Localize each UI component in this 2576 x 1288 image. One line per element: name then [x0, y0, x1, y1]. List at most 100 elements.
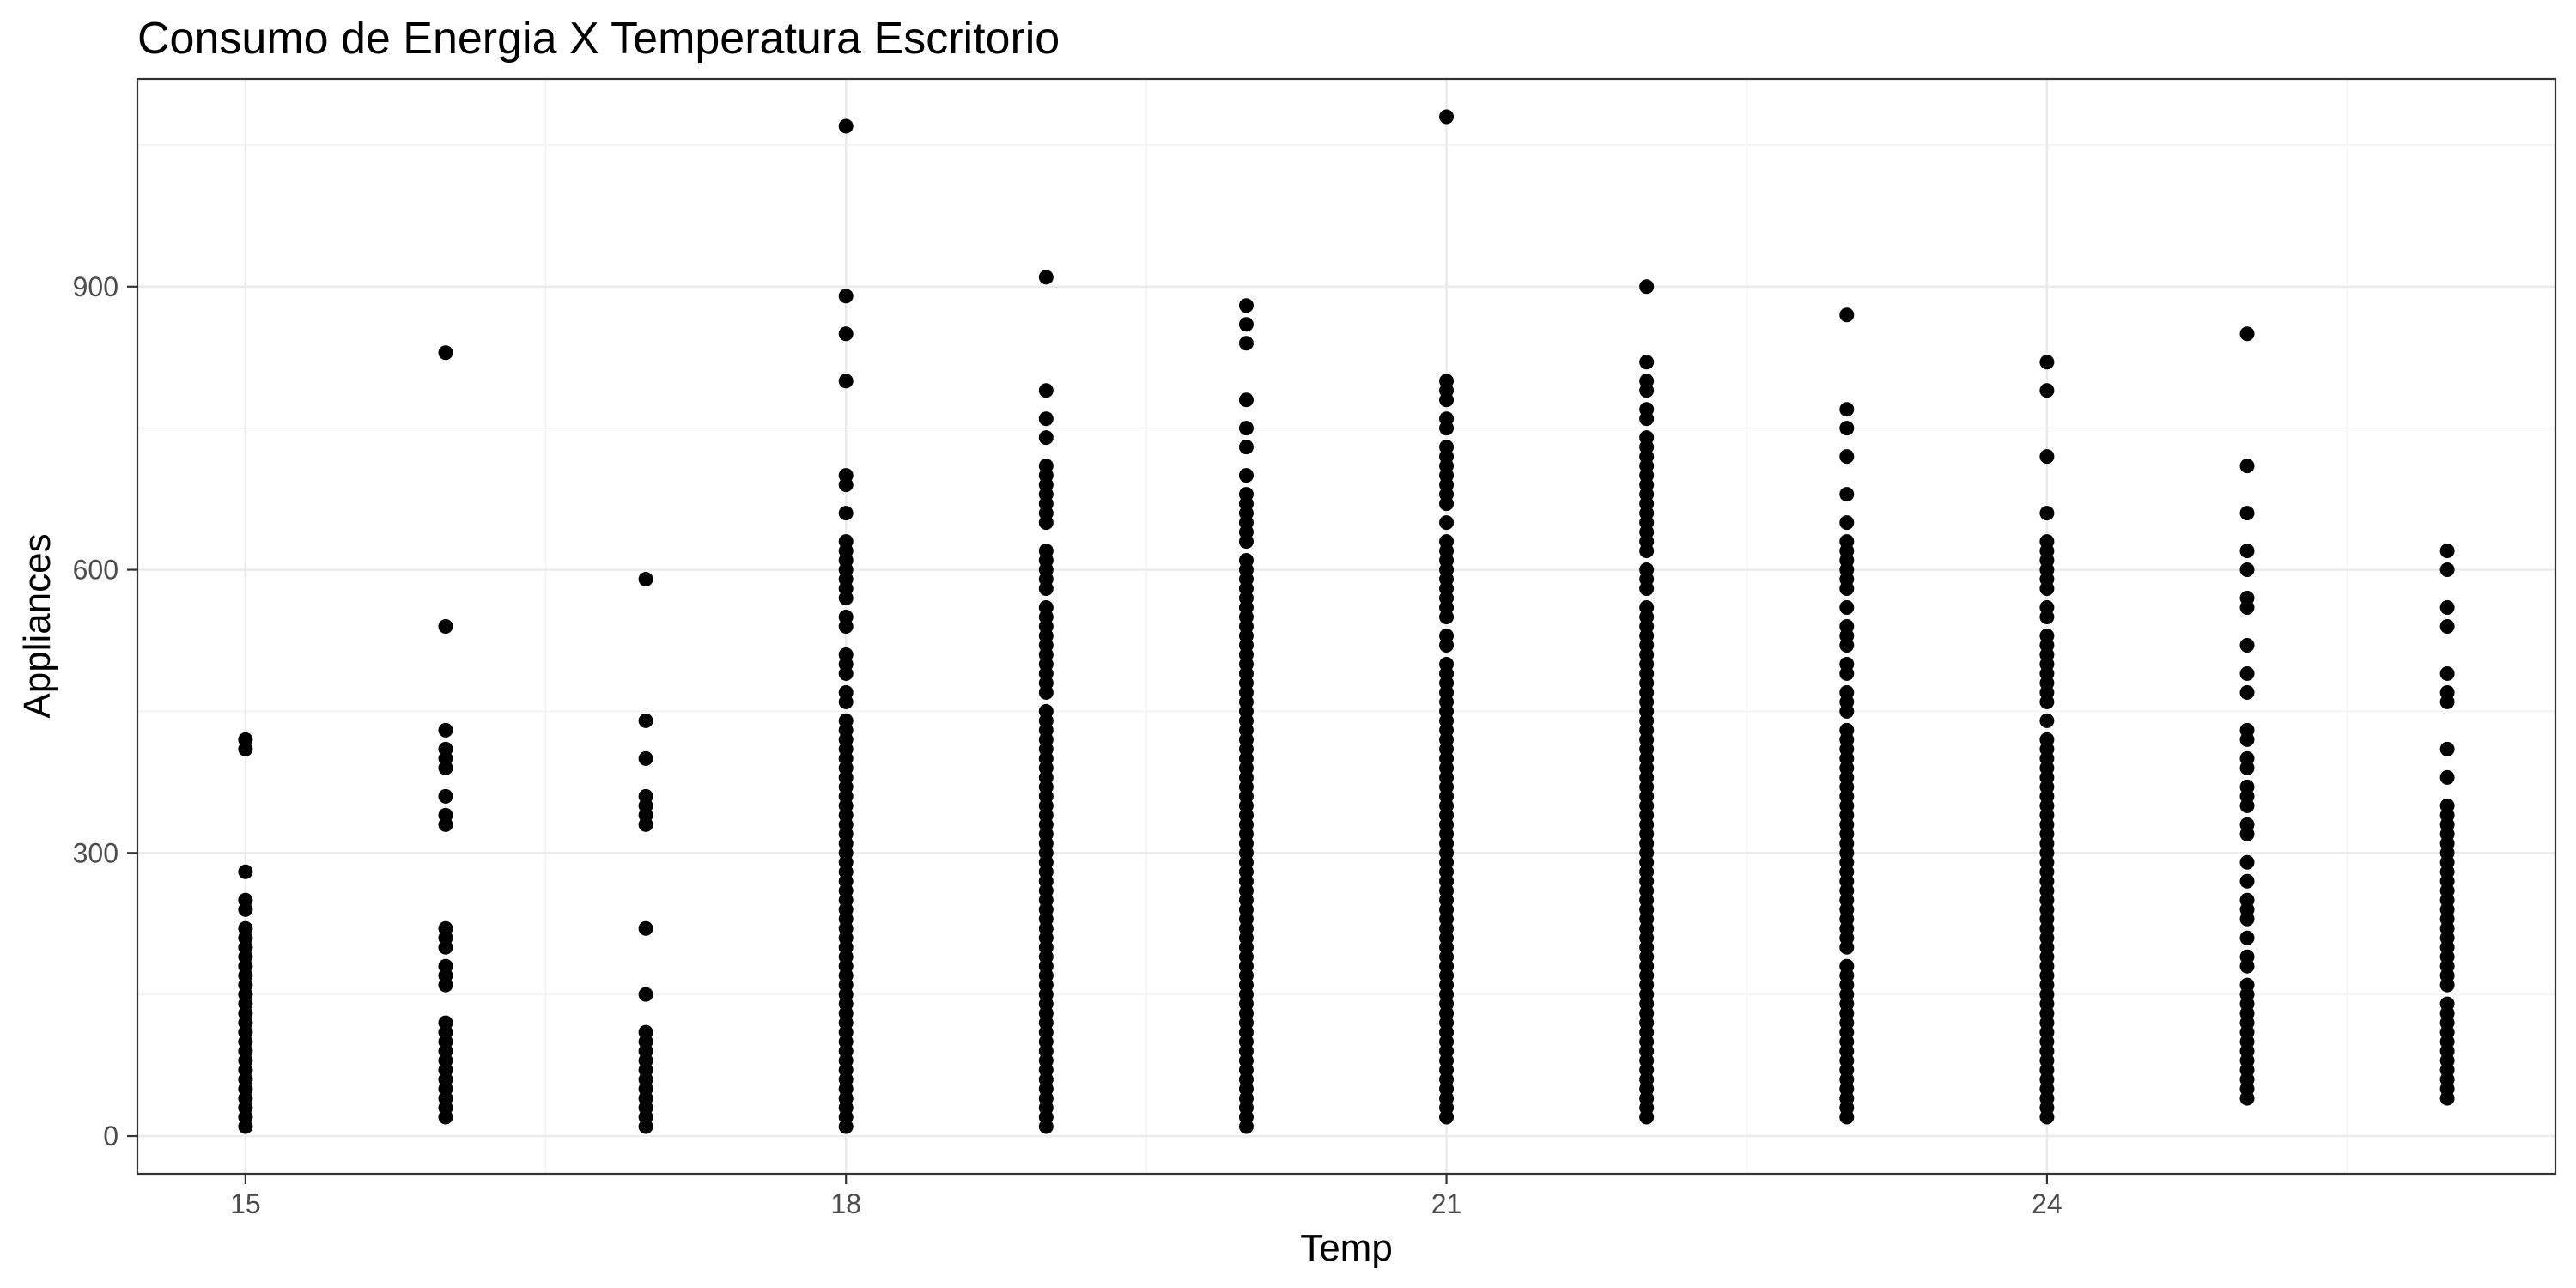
data-point — [2039, 449, 2055, 465]
data-point — [2239, 506, 2255, 521]
data-point — [1238, 1119, 1254, 1134]
data-point — [2239, 760, 2255, 775]
data-point — [2239, 459, 2255, 474]
data-point — [2239, 1091, 2255, 1106]
data-point — [2239, 326, 2255, 342]
data-point — [1839, 421, 1855, 436]
data-point — [438, 1109, 453, 1125]
data-point — [438, 977, 453, 993]
data-point — [838, 665, 854, 681]
data-point — [2039, 383, 2055, 398]
data-point — [838, 374, 854, 389]
data-point — [1238, 317, 1254, 332]
data-point — [2239, 930, 2255, 945]
y-tick-label: 0 — [103, 1121, 118, 1151]
data-point — [2239, 958, 2255, 974]
data-point — [2039, 355, 2055, 370]
data-point — [2439, 562, 2455, 578]
data-point — [2439, 741, 2455, 756]
plot-panel-border — [136, 77, 2557, 1176]
data-point — [2439, 619, 2455, 634]
data-point — [1439, 1109, 1455, 1125]
data-point — [838, 326, 854, 342]
data-point — [1238, 298, 1254, 313]
data-point — [638, 817, 653, 832]
data-point — [438, 817, 453, 832]
data-point — [1839, 515, 1855, 531]
data-point — [838, 591, 854, 606]
data-point — [838, 506, 854, 521]
data-point — [2439, 694, 2455, 709]
data-point — [1038, 515, 1054, 531]
data-point — [2439, 600, 2455, 616]
data-point — [2439, 977, 2455, 993]
data-point — [1639, 544, 1655, 559]
data-point — [1839, 703, 1855, 719]
data-point — [1639, 279, 1655, 295]
data-point — [2439, 1091, 2455, 1106]
x-tick-label: 15 — [230, 1188, 261, 1219]
data-point — [238, 1119, 253, 1134]
data-point — [2239, 873, 2255, 889]
data-point — [1639, 581, 1655, 597]
x-axis: 15 18 21 24 — [230, 1174, 2063, 1219]
data-points — [238, 109, 2455, 1134]
data-point — [438, 788, 453, 804]
y-tick-label: 300 — [73, 837, 118, 868]
data-point — [2439, 665, 2455, 681]
data-point — [638, 572, 653, 587]
data-point — [238, 864, 253, 879]
y-tick-label: 600 — [73, 555, 118, 586]
data-point — [1839, 402, 1855, 417]
data-point — [1439, 515, 1455, 531]
y-axis: 0 300 600 900 — [73, 271, 137, 1151]
data-point — [2039, 610, 2055, 625]
data-point — [1038, 684, 1054, 700]
data-point — [838, 477, 854, 493]
data-point — [838, 1119, 854, 1134]
data-point — [2239, 544, 2255, 559]
chart-title: Consumo de Energia X Temperatura Escrito… — [137, 14, 1060, 64]
data-point — [1238, 421, 1254, 436]
data-point — [2239, 684, 2255, 700]
data-point — [2239, 911, 2255, 927]
data-point — [838, 694, 854, 709]
data-point — [2239, 732, 2255, 747]
data-point — [2239, 637, 2255, 653]
data-point — [1839, 307, 1855, 323]
data-point — [1439, 637, 1455, 653]
data-point — [1839, 581, 1855, 597]
data-point — [1839, 600, 1855, 616]
data-point — [1439, 610, 1455, 625]
data-point — [1839, 449, 1855, 465]
data-point — [638, 750, 653, 766]
data-point — [438, 619, 453, 634]
data-point — [1038, 270, 1054, 285]
data-point — [1439, 392, 1455, 408]
data-point — [638, 987, 653, 1002]
data-point — [1639, 383, 1655, 398]
data-point — [438, 939, 453, 955]
data-point — [2239, 562, 2255, 578]
x-tick-label: 24 — [2032, 1188, 2063, 1219]
data-point — [1038, 411, 1054, 427]
y-axis-title: Appliances — [16, 533, 58, 718]
data-point — [1639, 411, 1655, 427]
data-point — [2439, 544, 2455, 559]
data-point — [1038, 1119, 1054, 1134]
data-point — [2239, 665, 2255, 681]
data-point — [838, 619, 854, 634]
data-point — [1839, 939, 1855, 955]
data-point — [638, 920, 653, 936]
data-point — [438, 760, 453, 775]
data-point — [1439, 421, 1455, 436]
data-point — [1839, 665, 1855, 681]
data-point — [838, 118, 854, 134]
data-point — [1639, 1109, 1655, 1125]
data-point — [1439, 109, 1455, 125]
data-point — [1839, 487, 1855, 502]
data-point — [638, 1119, 653, 1134]
data-point — [2239, 600, 2255, 616]
data-point — [1238, 534, 1254, 550]
